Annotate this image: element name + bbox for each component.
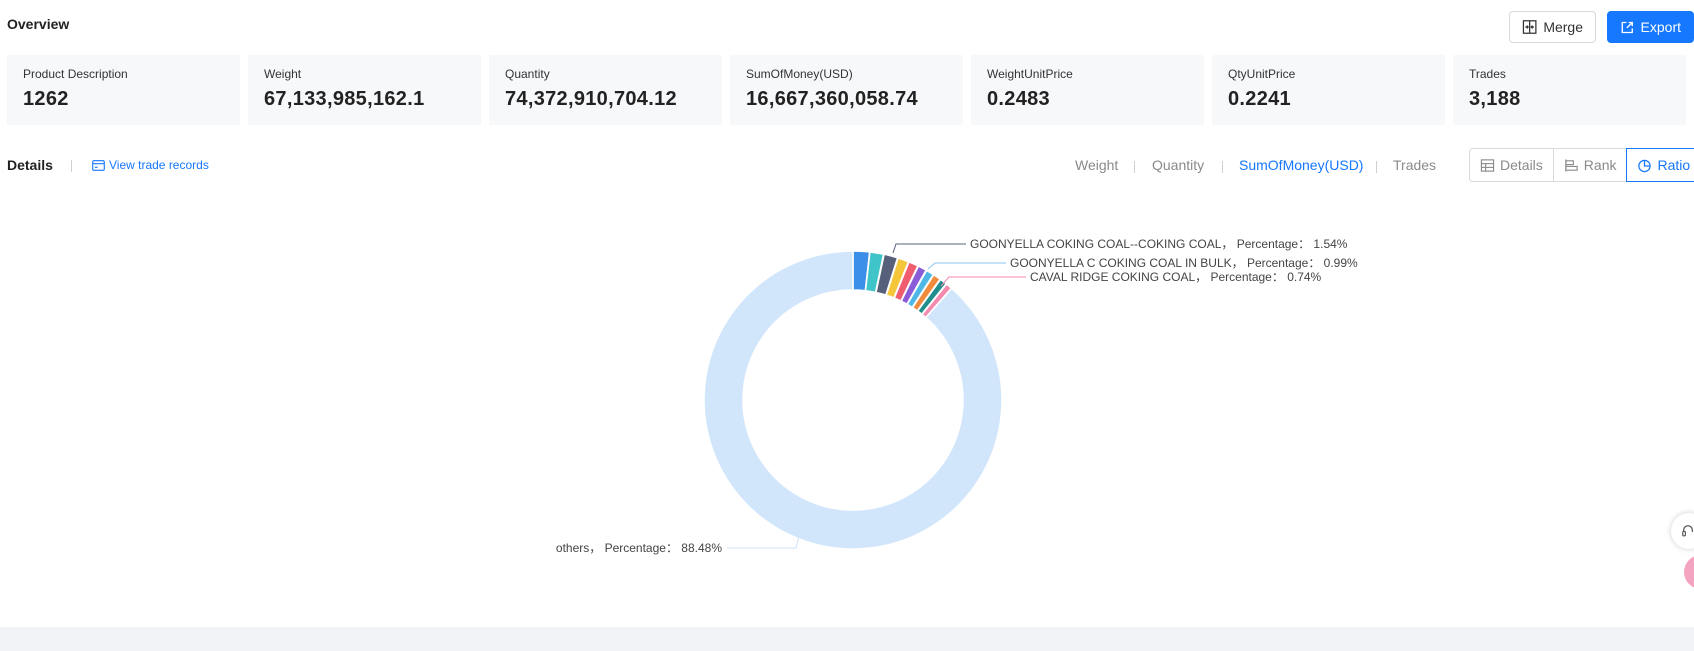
stat-value: 1262 xyxy=(23,88,69,110)
footer-band xyxy=(0,627,1694,651)
tab-quantity[interactable]: Quantity xyxy=(1152,157,1205,173)
view-details-label: Details xyxy=(1500,157,1543,173)
view-details-button[interactable]: Details xyxy=(1469,148,1554,182)
stats-cards: Product Description 1262 Weight 67,133,9… xyxy=(7,55,1686,125)
stat-value: 0.2483 xyxy=(987,88,1050,110)
stat-qty-unit-price: QtyUnitPrice 0.2241 xyxy=(1212,55,1445,125)
stat-product-description: Product Description 1262 xyxy=(7,55,240,125)
headset-icon xyxy=(1682,525,1693,537)
details-title: Details xyxy=(7,157,53,173)
divider xyxy=(71,160,72,172)
view-mode-group: Details Rank Ratio xyxy=(1469,148,1694,182)
stat-sum-of-money: SumOfMoney(USD) 16,667,360,058.74 xyxy=(730,55,963,125)
support-bubble[interactable] xyxy=(1671,513,1694,549)
stat-label: SumOfMoney(USD) xyxy=(746,67,853,81)
stat-label: Quantity xyxy=(505,67,550,81)
rank-bars-icon xyxy=(1565,158,1578,172)
export-button-label: Export xyxy=(1640,19,1681,35)
stat-value: 67,133,985,162.1 xyxy=(264,88,425,110)
stat-label: Trades xyxy=(1469,67,1506,81)
stat-label: Weight xyxy=(264,67,302,81)
tab-weight[interactable]: Weight xyxy=(1075,157,1119,173)
stat-value: 0.2241 xyxy=(1228,88,1291,110)
donut-slices xyxy=(703,250,1003,550)
divider xyxy=(1134,161,1135,173)
leader-line xyxy=(727,535,800,549)
overview-title: Overview xyxy=(7,16,70,32)
tab-trades[interactable]: Trades xyxy=(1393,157,1437,173)
stat-quantity: Quantity 74,372,910,704.12 xyxy=(489,55,722,125)
leader-line xyxy=(940,276,1026,287)
divider xyxy=(1376,161,1377,173)
merge-icon xyxy=(1522,20,1537,34)
stat-label: Product Description xyxy=(23,67,128,81)
export-icon xyxy=(1621,21,1633,33)
stat-label: WeightUnitPrice xyxy=(987,67,1073,81)
view-rank-button[interactable]: Rank xyxy=(1552,148,1628,182)
slice-label: CAVAL RIDGE COKING COAL， Percentage： 0.7… xyxy=(1030,270,1322,284)
view-trade-records-link[interactable]: View trade records xyxy=(92,158,209,172)
view-ratio-label: Ratio xyxy=(1657,157,1691,173)
ratio-donut-chart: GOONYELLA COKING COAL--COKING COAL， Perc… xyxy=(556,237,1358,555)
view-ratio-button[interactable]: Ratio xyxy=(1626,148,1694,182)
stat-value: 16,667,360,058.74 xyxy=(746,88,918,110)
stat-trades: Trades 3,188 xyxy=(1453,55,1686,125)
table-icon xyxy=(1480,158,1495,172)
stat-value: 74,372,910,704.12 xyxy=(505,88,677,110)
stat-weight-unit-price: WeightUnitPrice 0.2483 xyxy=(971,55,1204,125)
donut-labels: GOONYELLA COKING COAL--COKING COAL， Perc… xyxy=(556,237,1358,555)
details-toolbar: Details View trade records Weight Quanti… xyxy=(0,148,1694,182)
slice-label: others， Percentage： 88.48% xyxy=(556,541,722,555)
assistant-avatar-bubble[interactable] xyxy=(1684,555,1694,589)
export-button[interactable]: Export xyxy=(1607,11,1694,43)
view-rank-label: Rank xyxy=(1583,157,1617,173)
slice-label: GOONYELLA C COKING COAL IN BULK， Percent… xyxy=(1010,256,1358,270)
card-icon xyxy=(92,159,105,171)
slice-label: GOONYELLA COKING COAL--COKING COAL， Perc… xyxy=(970,237,1348,251)
donut-slice[interactable] xyxy=(703,250,1003,550)
merge-button-label: Merge xyxy=(1543,19,1583,35)
stat-label: QtyUnitPrice xyxy=(1228,67,1296,81)
view-trade-records-label: View trade records xyxy=(109,158,209,172)
leader-line xyxy=(892,243,966,254)
merge-button[interactable]: Merge xyxy=(1509,11,1596,43)
tab-sum-of-money[interactable]: SumOfMoney(USD) xyxy=(1239,157,1364,173)
stat-value: 3,188 xyxy=(1469,88,1521,110)
pie-chart-icon xyxy=(1638,159,1652,172)
leader-line xyxy=(927,262,1006,270)
stat-weight: Weight 67,133,985,162.1 xyxy=(248,55,481,125)
divider xyxy=(1222,161,1223,173)
